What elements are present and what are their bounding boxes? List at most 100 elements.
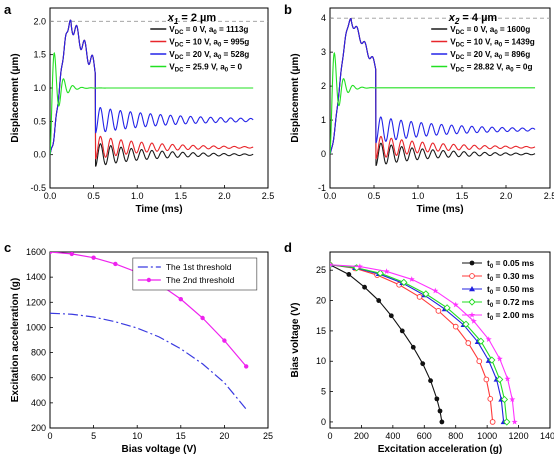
legend-end: = 1113g: [217, 25, 249, 34]
x-tick-label: 1.5: [175, 191, 188, 201]
data-point: [428, 378, 433, 384]
data-point: [437, 408, 443, 414]
legend-v: V: [450, 63, 456, 72]
legend-entry: VDC = 25.9 V, a0 = 0: [169, 63, 242, 74]
y-tick-label: 25: [316, 265, 326, 275]
legend-sub: DC: [456, 55, 465, 61]
data-point: [434, 396, 440, 402]
y-axis-label: Displacement (µm): [10, 53, 21, 142]
data-point: [346, 272, 352, 277]
panel-d: d 0 200 400 600 800 1000 1200 1400 0 5 10 15 20 25 Exci…: [284, 240, 554, 455]
data-point: [91, 255, 96, 260]
x-axis-label: Time (ms): [416, 204, 463, 215]
data-point: [443, 304, 451, 312]
x-tick-label: 1400: [540, 431, 554, 441]
legend-entry: t0 = 0.50 ms: [487, 284, 534, 296]
panel-a: a0.0 0.5 1.0 1.5 2.0 2.5-0.50.00.51.01.52.0Ti…: [4, 2, 274, 215]
data-point: [489, 419, 496, 425]
y-tick-label: -1: [318, 183, 326, 193]
legend-sub2: 0: [510, 68, 514, 74]
data-point: [465, 340, 472, 346]
series-line-2: [330, 264, 505, 422]
annotation-rest: = 2 µm: [178, 12, 216, 24]
y-tick-label: 1.5: [33, 50, 46, 60]
legend-sub: 0: [490, 316, 494, 322]
legend-end: = 1600g: [498, 25, 531, 34]
data-point: [420, 361, 426, 367]
legend-v: V: [450, 50, 456, 59]
series-line-4: [330, 264, 516, 422]
panel-letter: c: [4, 240, 11, 255]
data-point: [435, 308, 442, 314]
panel-annotation: x1 = 2 µm: [167, 12, 217, 26]
data-point: [244, 364, 249, 369]
series-line-3: [330, 264, 508, 422]
data-point: [399, 328, 405, 334]
x-axis-label: Bias voltage (V): [121, 444, 196, 455]
legend-mid: = 28.82 V, a: [464, 63, 510, 72]
legend-sub: 0: [490, 303, 494, 309]
data-point: [469, 260, 475, 266]
legend-entry: The 1st threshold: [166, 262, 232, 272]
panel-letter: a: [4, 2, 12, 17]
data-point: [476, 358, 483, 365]
y-axis-label: Displacement (µm): [290, 53, 301, 142]
data-point: [469, 273, 475, 279]
data-point: [222, 338, 227, 343]
x-tick-label: 1200: [509, 431, 529, 441]
data-point: [432, 287, 439, 294]
y-tick-label: 800: [31, 348, 46, 358]
x-tick-label: 0.0: [324, 191, 337, 201]
series-line-2: [330, 18, 536, 155]
y-tick-label: 0.0: [33, 150, 46, 160]
legend-sub: DC: [456, 68, 465, 74]
y-tick-label: 600: [31, 373, 46, 383]
y-tick-label: 200: [31, 423, 46, 433]
legend-sub2: 0: [499, 43, 503, 49]
data-point: [504, 375, 511, 382]
data-point: [496, 375, 504, 384]
data-point: [376, 269, 384, 277]
x-tick-label: 1.0: [131, 191, 144, 201]
plot-area: [330, 261, 518, 426]
legend-v: V: [450, 38, 456, 47]
x-tick-label: 20: [219, 431, 229, 441]
y-tick-label: 3: [321, 47, 326, 57]
y-tick-label: -0.5: [30, 183, 46, 193]
data-point: [400, 278, 408, 286]
data-point: [500, 395, 509, 404]
legend-rest: = 0.05 ms: [493, 258, 534, 268]
x-tick-label: 0: [47, 431, 52, 441]
data-point: [113, 261, 118, 267]
x-tick-label: 1.5: [456, 191, 469, 201]
data-point: [362, 284, 367, 290]
x-tick-label: 25: [263, 431, 273, 441]
data-point: [178, 296, 183, 302]
data-point: [439, 419, 445, 425]
y-tick-label: 1.0: [33, 83, 46, 93]
legend-end: = 0: [228, 63, 242, 72]
legend-entry: t0 = 0.30 ms: [487, 271, 534, 283]
series-line-0: [330, 264, 443, 423]
data-point: [509, 396, 516, 403]
legend-mid: = 20 V, a: [183, 50, 218, 59]
series-line-3: [330, 52, 536, 155]
annotation-main: x: [167, 12, 175, 24]
annotation-rest: = 4 µm: [459, 12, 497, 24]
legend-t: t: [487, 310, 490, 320]
legend-entry: VDC = 10 V, a0 = 1439g: [450, 38, 535, 49]
y-tick-label: 15: [316, 326, 326, 336]
legend-entry: VDC = 28.82 V, a0 = 0g: [450, 63, 532, 74]
data-point: [330, 261, 334, 268]
legend-mid: = 0 V, a: [183, 25, 213, 34]
y-tick-label: 0.5: [33, 116, 46, 126]
x-tick-label: 1.0: [412, 191, 425, 201]
x-tick-label: 2.5: [262, 191, 275, 201]
y-tick-label: 0: [321, 149, 326, 159]
y-tick-label: 5: [321, 387, 326, 397]
legend-v: V: [450, 25, 456, 34]
legend-sub: 0: [490, 277, 494, 283]
